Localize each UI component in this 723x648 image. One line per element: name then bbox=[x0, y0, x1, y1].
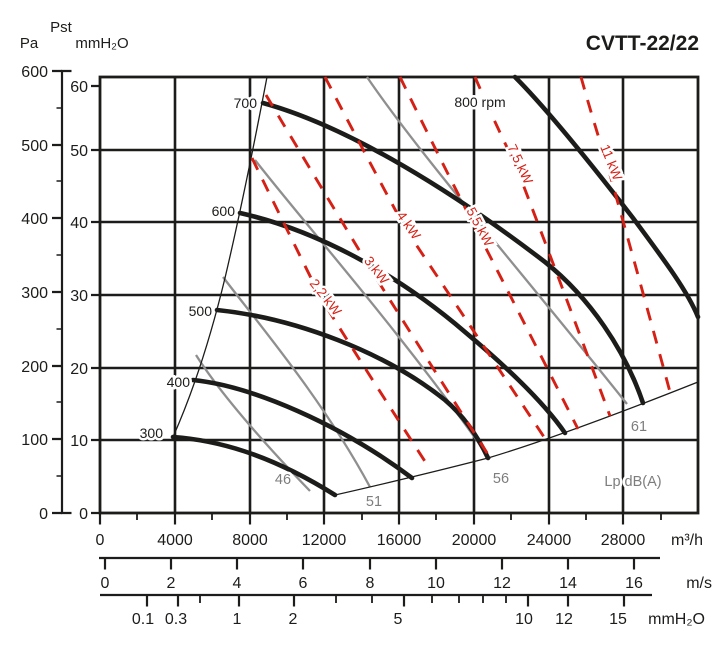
velocity-tick-label: 16 bbox=[625, 575, 643, 592]
kw-label-7-5: 7,5 kW bbox=[504, 142, 535, 187]
mmh2o-tick-label: 30 bbox=[70, 288, 88, 305]
velocity-tick-label: 2 bbox=[167, 575, 176, 592]
pa-unit-label: Pa bbox=[20, 35, 39, 52]
velocity-axis-unit: m/s bbox=[686, 575, 712, 592]
noise-curve-51 bbox=[222, 276, 372, 488]
kw-label-5-5: 5,5 kW bbox=[463, 205, 496, 249]
dyn-pressure-tick-label: 15 bbox=[609, 611, 627, 628]
pa-tick-label: 500 bbox=[21, 138, 48, 155]
chart-header: Pst Pa mmH₂O CVTT-22/22 bbox=[20, 19, 699, 55]
pa-tick-label: 600 bbox=[21, 64, 48, 81]
mmh2o-tick-label: 60 bbox=[70, 79, 88, 96]
flow-tick-label: 8000 bbox=[232, 532, 268, 549]
rpm-curve-400 bbox=[190, 377, 415, 481]
rpm-curve-600 bbox=[237, 210, 568, 436]
power-curve-7-5kw bbox=[473, 76, 612, 417]
pa-tick-label: 400 bbox=[21, 211, 48, 228]
rpm-label-800: 800 rpm bbox=[454, 94, 505, 110]
db-label-51: 51 bbox=[366, 494, 382, 510]
flow-tick-label: 12000 bbox=[302, 532, 347, 549]
velocity-ticks bbox=[103, 558, 636, 570]
dyn-pressure-tick-label: 10 bbox=[515, 611, 533, 628]
velocity-tick-label: 14 bbox=[559, 575, 577, 592]
dyn-pressure-minor-ticks bbox=[199, 595, 507, 603]
rpm-curve-300 bbox=[170, 434, 338, 498]
mmh2o-tick-label: 0 bbox=[79, 506, 88, 523]
flow-minor-ticks bbox=[136, 513, 662, 520]
dyn-pressure-tick-label: 5 bbox=[394, 611, 403, 628]
dyn-pressure-tick-label: 2 bbox=[289, 611, 298, 628]
flow-axis: 0 4000 8000 12000 16000 20000 24000 2800… bbox=[96, 513, 703, 549]
flow-tick-label: 0 bbox=[96, 532, 105, 549]
pa-axis: 600 500 400 300 200 100 0 bbox=[21, 64, 72, 523]
dyn-pressure-tick-label: 0.3 bbox=[165, 611, 187, 628]
horizontal-gridlines bbox=[100, 148, 698, 442]
velocity-tick-label: 8 bbox=[366, 575, 375, 592]
dyn-pressure-major-ticks bbox=[145, 595, 626, 607]
mmh2o-unit-label: mmH₂O bbox=[75, 35, 128, 52]
db-unit-label: Lp dB(A) bbox=[604, 474, 661, 490]
kw-label-2-2: 2,2 kW bbox=[307, 276, 345, 319]
power-curves bbox=[250, 76, 672, 467]
velocity-tick-label: 4 bbox=[233, 575, 242, 592]
db-label-56: 56 bbox=[493, 471, 509, 487]
noise-curve-56 bbox=[254, 159, 491, 460]
velocity-tick-label: 6 bbox=[299, 575, 308, 592]
mmh2o-tick-label: 10 bbox=[70, 433, 88, 450]
pa-axis-minor-ticks bbox=[56, 107, 62, 477]
mmh2o-tick-label: 40 bbox=[70, 215, 88, 232]
velocity-tick-label: 10 bbox=[427, 575, 445, 592]
power-curve-5-5kw bbox=[398, 76, 580, 430]
power-curve-4kw bbox=[323, 76, 548, 441]
flow-tick-label: 4000 bbox=[157, 532, 193, 549]
velocity-tick-label: 0 bbox=[101, 575, 110, 592]
db-label-61: 61 bbox=[631, 419, 647, 435]
dyn-pressure-axis-unit: mmH₂O bbox=[648, 611, 705, 628]
dyn-pressure-tick-label: 0.1 bbox=[132, 611, 154, 628]
velocity-axis: 0 2 4 6 8 10 12 14 16 m/s bbox=[99, 556, 712, 592]
pa-tick-label: 100 bbox=[21, 432, 48, 449]
pa-axis-major-ticks bbox=[52, 69, 62, 515]
rpm-curve-800 bbox=[512, 74, 701, 320]
rpm-curve-700 bbox=[260, 100, 646, 406]
dyn-pressure-tick-label: 12 bbox=[555, 611, 573, 628]
pa-tick-label: 0 bbox=[39, 506, 48, 523]
mmh2o-tick-label: 20 bbox=[70, 361, 88, 378]
mmh2o-axis: 60 50 40 30 20 10 0 bbox=[70, 79, 100, 523]
noise-curve-61 bbox=[366, 76, 628, 405]
rpm-label-500: 500 bbox=[189, 303, 213, 319]
flow-tick-label: 16000 bbox=[377, 532, 422, 549]
pa-tick-label: 300 bbox=[21, 285, 48, 302]
rpm-label-400: 400 bbox=[167, 374, 191, 390]
mmh2o-tick-label: 50 bbox=[70, 143, 88, 160]
surge-line bbox=[172, 76, 268, 438]
dyn-pressure-tick-label: 1 bbox=[233, 611, 242, 628]
operating-envelope bbox=[172, 76, 699, 496]
rpm-label-300: 300 bbox=[140, 425, 164, 441]
rpm-curves bbox=[170, 74, 701, 498]
flow-tick-label: 28000 bbox=[601, 532, 646, 549]
velocity-tick-label: 12 bbox=[493, 575, 511, 592]
flow-major-ticks bbox=[98, 513, 625, 525]
rpm-label-600: 600 bbox=[212, 203, 236, 219]
flow-tick-label: 20000 bbox=[452, 532, 497, 549]
mmh2o-axis-ticks bbox=[91, 84, 100, 515]
flow-tick-label: 24000 bbox=[527, 532, 572, 549]
power-curve-11kw bbox=[579, 76, 672, 393]
flow-axis-unit: m³/h bbox=[671, 532, 703, 549]
pa-tick-label: 200 bbox=[21, 359, 48, 376]
db-label-46: 46 bbox=[275, 472, 291, 488]
rpm-label-700: 700 bbox=[234, 95, 258, 111]
pst-label: Pst bbox=[50, 19, 73, 36]
chart-title: CVTT-22/22 bbox=[586, 32, 699, 55]
dyn-pressure-axis: 0.1 0.3 1 2 5 10 12 15 mmH₂O bbox=[100, 593, 705, 628]
power-curve-2-2kw bbox=[250, 157, 430, 467]
kw-label-3: 3 kW bbox=[361, 253, 392, 287]
